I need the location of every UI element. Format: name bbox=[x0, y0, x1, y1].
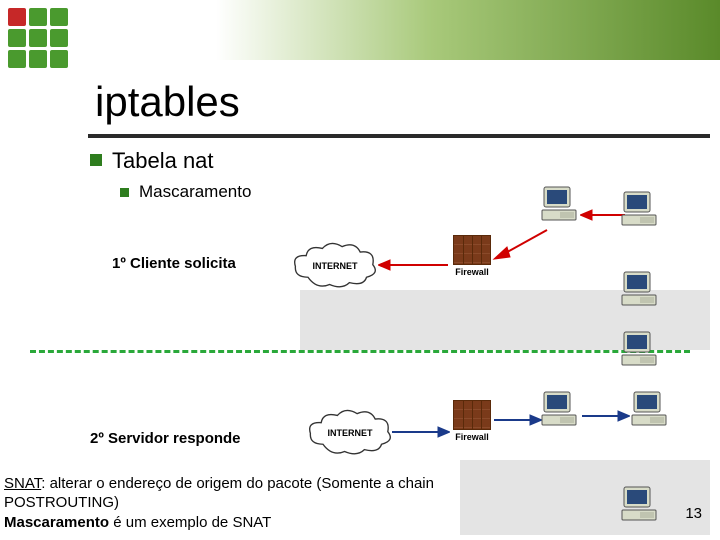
snat-term: SNAT bbox=[4, 475, 41, 492]
firewall-icon: Firewall bbox=[450, 235, 494, 295]
internet-cloud-icon: INTERNET bbox=[290, 241, 380, 291]
logo-cell bbox=[8, 50, 26, 68]
diagram-response: 2º Servidor responde INTERNET Firewall bbox=[120, 400, 700, 480]
computer-icon bbox=[620, 330, 660, 370]
footer-line2: é um exemplo de SNAT bbox=[109, 514, 271, 531]
step-label: 1º Cliente solicita bbox=[112, 255, 272, 272]
logo-cell bbox=[50, 50, 68, 68]
computer-icon bbox=[620, 270, 660, 310]
bullet-level2: Mascaramento bbox=[120, 182, 700, 202]
logo-cell bbox=[29, 50, 47, 68]
logo-cell bbox=[29, 29, 47, 47]
header-gradient bbox=[0, 0, 720, 60]
square-bullet-icon bbox=[90, 154, 102, 166]
firewall-label: Firewall bbox=[450, 267, 494, 277]
logo-cell bbox=[8, 29, 26, 47]
arrow-icon bbox=[378, 257, 450, 273]
arrow-icon bbox=[492, 412, 542, 428]
firewall-label: Firewall bbox=[450, 432, 494, 442]
bullet-level1: Tabela nat bbox=[90, 148, 700, 174]
title-underline bbox=[88, 134, 710, 138]
institution-logo bbox=[8, 8, 72, 72]
divider-dashed bbox=[30, 350, 690, 353]
arrow-icon bbox=[580, 408, 630, 424]
bullet-text: Mascaramento bbox=[139, 182, 251, 202]
footer-explanation: SNAT: alterar o endereço de origem do pa… bbox=[4, 474, 454, 533]
content-area: Tabela nat Mascaramento bbox=[90, 148, 700, 210]
logo-cell bbox=[29, 8, 47, 26]
logo-cell bbox=[50, 8, 68, 26]
computer-icon bbox=[540, 185, 580, 225]
arrow-icon bbox=[492, 225, 552, 265]
logo-cell bbox=[8, 8, 26, 26]
computer-icon bbox=[540, 390, 580, 430]
footer-bold: Mascaramento bbox=[4, 514, 109, 531]
footer-line1: : alterar o endereço de origem do pacote… bbox=[4, 475, 434, 512]
cloud-label: INTERNET bbox=[313, 261, 358, 271]
cloud-label: INTERNET bbox=[328, 428, 373, 438]
computer-icon bbox=[620, 485, 660, 525]
slide-title: iptables bbox=[95, 78, 240, 126]
computer-icon bbox=[630, 390, 670, 430]
square-bullet-icon bbox=[120, 188, 129, 197]
diagram-request: 1º Cliente solicita INTERNET Firewall bbox=[120, 235, 700, 315]
bullet-text: Tabela nat bbox=[112, 148, 214, 174]
step-label: 2º Servidor responde bbox=[90, 430, 290, 447]
page-number: 13 bbox=[685, 505, 702, 522]
firewall-icon: Firewall bbox=[450, 400, 494, 460]
internet-cloud-icon: INTERNET bbox=[305, 408, 395, 458]
logo-cell bbox=[50, 29, 68, 47]
arrow-icon bbox=[390, 424, 450, 440]
computer-icon bbox=[620, 190, 660, 230]
